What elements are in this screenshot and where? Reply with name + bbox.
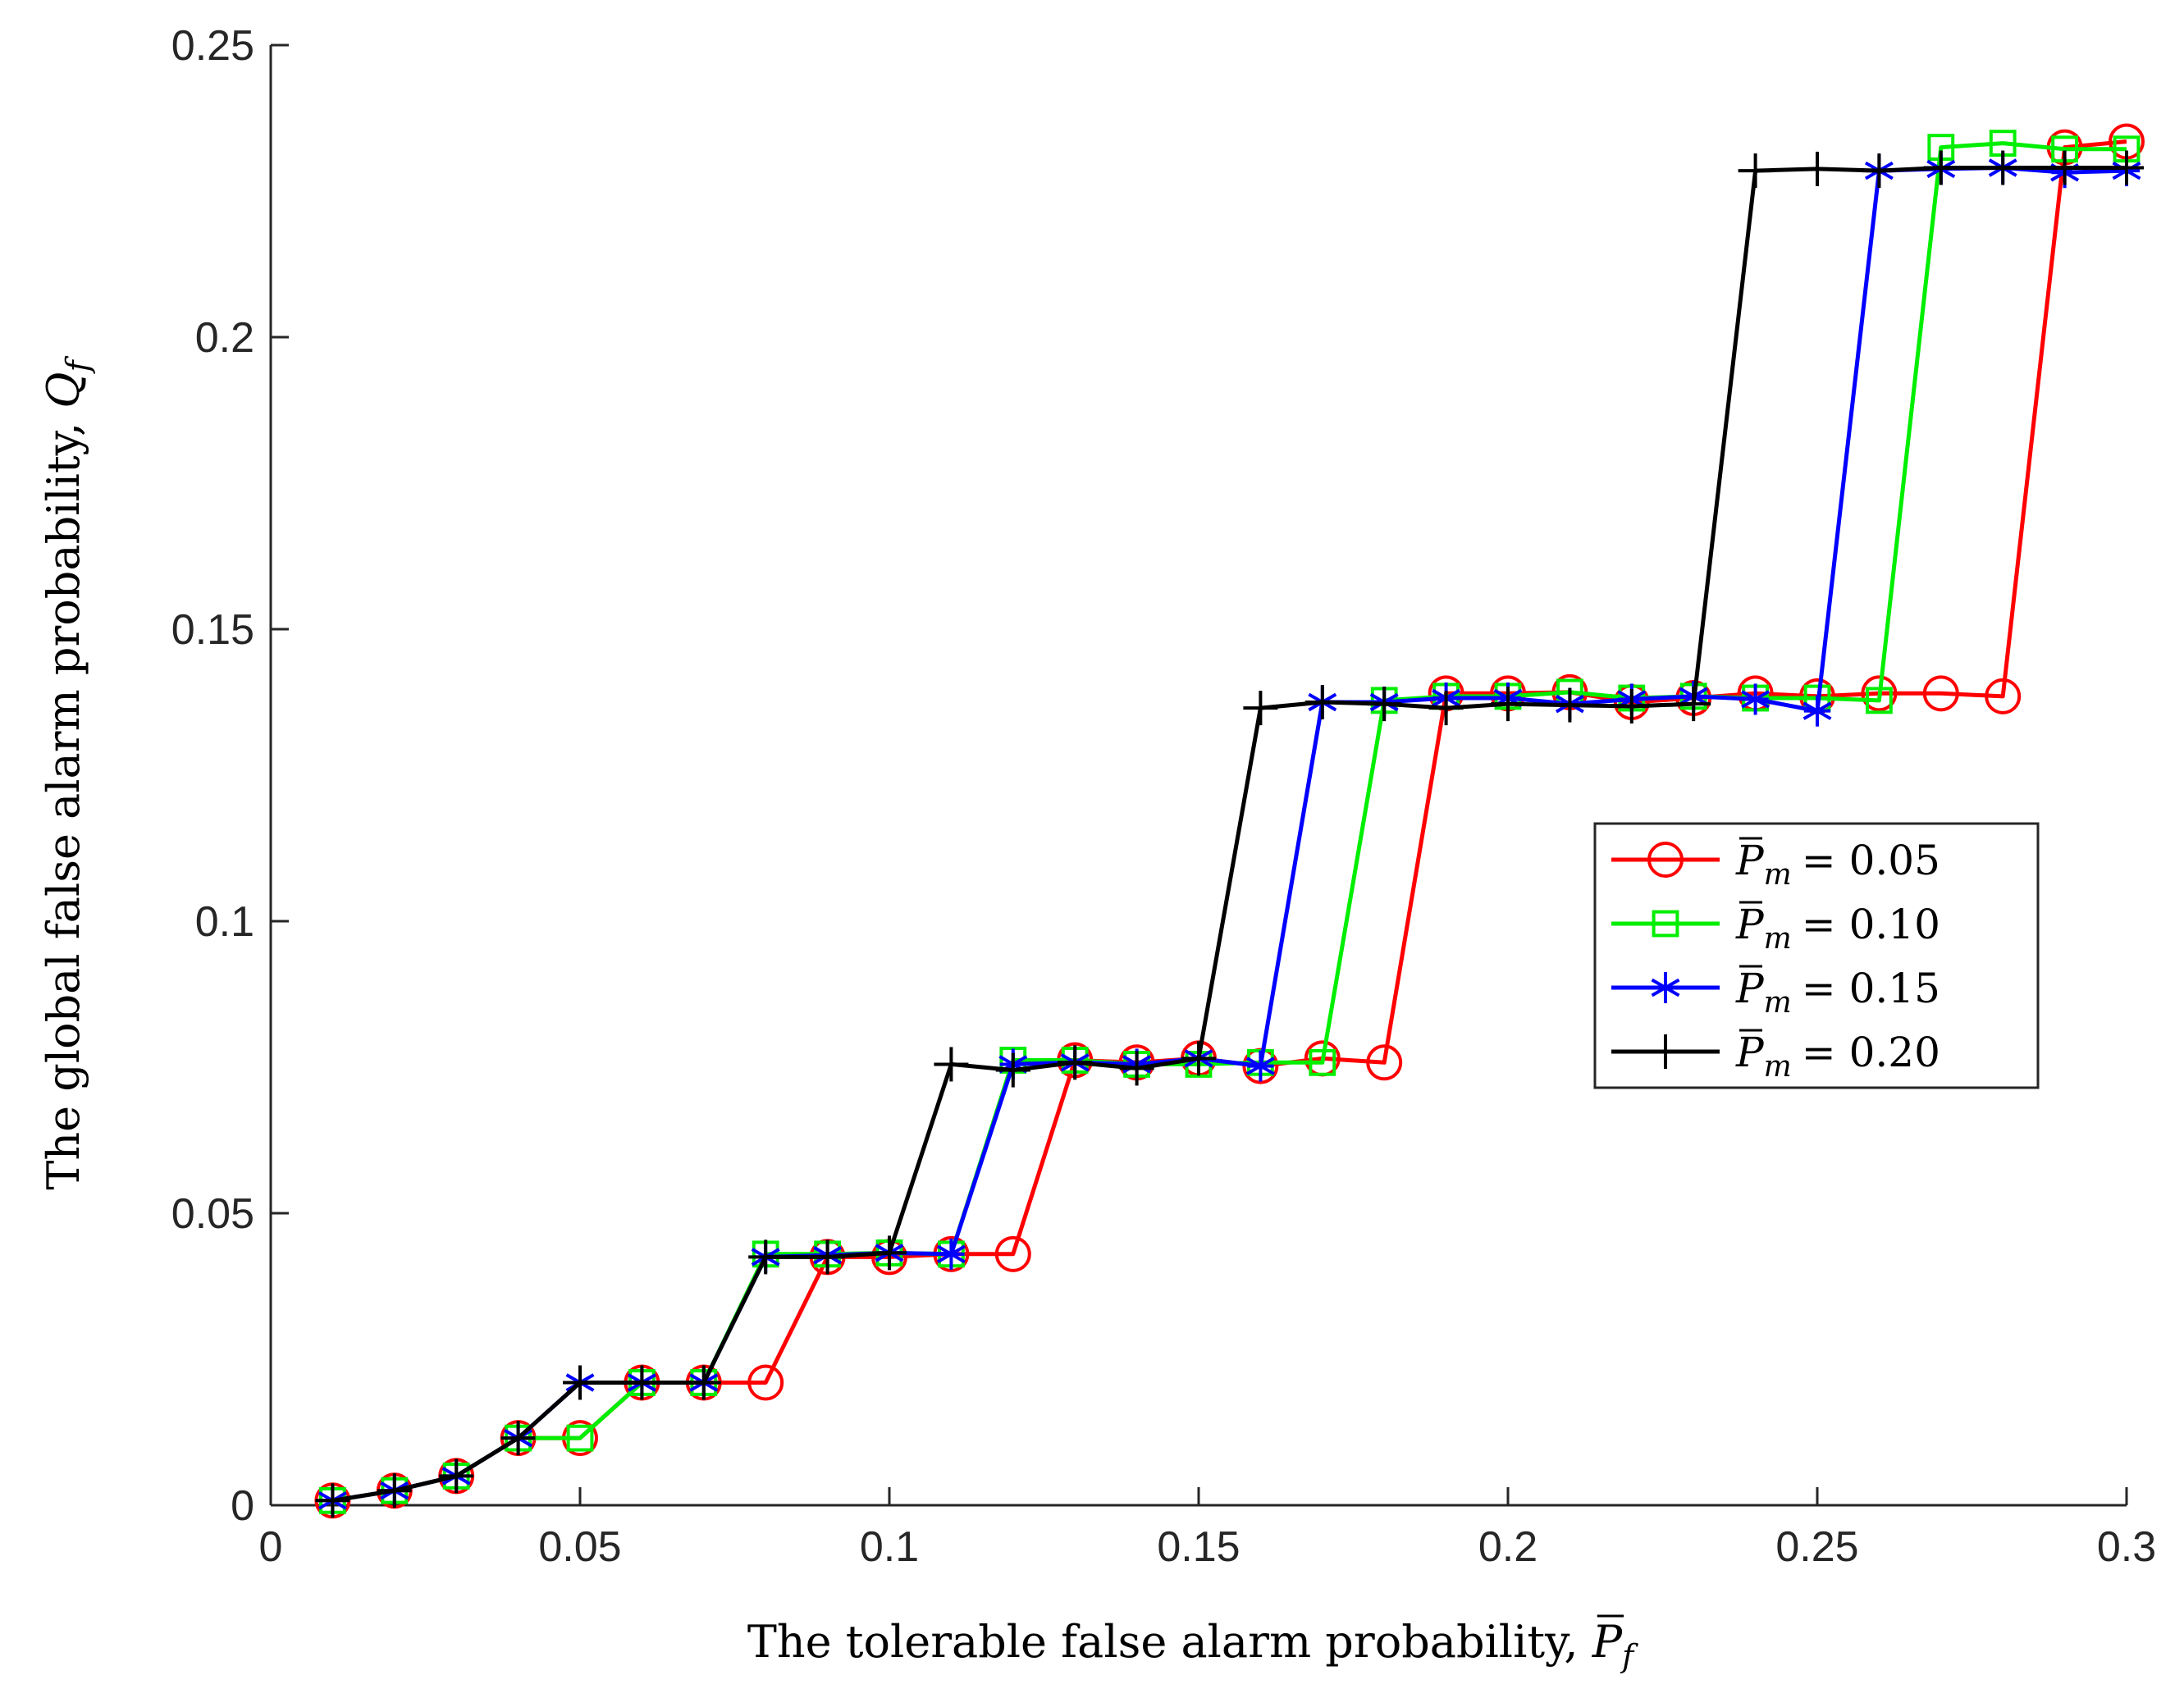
legend-label: Pm = 0.10 <box>1735 901 1940 956</box>
data-point-marker <box>1245 1050 1275 1082</box>
series-4 <box>315 150 2144 1518</box>
legend-entry-2: Pm = 0.10 <box>1611 901 1940 956</box>
legend-label-subscript: m <box>1764 858 1792 892</box>
legend-label-symbol: P <box>1735 837 1765 884</box>
legend-entry-3: Pm = 0.15 <box>1611 965 1940 1020</box>
data-point-marker <box>439 1458 474 1494</box>
legend-box <box>1593 822 2040 1089</box>
data-point-marker <box>872 1235 907 1271</box>
series-layer <box>314 123 2145 1519</box>
data-point-marker <box>1923 150 1958 185</box>
data-point-marker <box>747 1364 784 1401</box>
x-axis-label: The tolerable false alarm probability, P… <box>747 1616 1638 1674</box>
legend-label-value: = 0.15 <box>1802 965 1940 1012</box>
data-point-marker <box>1367 687 1402 722</box>
y-tick-label: 0.2 <box>195 314 254 362</box>
data-point-marker <box>810 1239 845 1275</box>
data-point-marker <box>2047 150 2082 185</box>
data-point-marker <box>1366 1044 1403 1081</box>
data-point-marker <box>1985 678 2022 714</box>
x-tick-label: 0.15 <box>1157 1523 1240 1571</box>
legend-entry-1: Pm = 0.05 <box>1611 837 1940 892</box>
data-point-marker <box>1985 150 2021 185</box>
legend-marker <box>1647 842 1684 878</box>
data-point-marker <box>500 1421 536 1456</box>
data-point-marker <box>2109 150 2144 185</box>
x-tick-label: 0.1 <box>860 1523 919 1571</box>
data-point-marker <box>1866 687 1893 714</box>
data-point-marker <box>563 1365 597 1400</box>
data-point-marker <box>1614 688 1649 723</box>
legend-label-subscript: m <box>1764 922 1792 956</box>
legend-marker <box>1648 1034 1683 1069</box>
legend-label: Pm = 0.20 <box>1735 1029 1940 1084</box>
y-tick-label: 0.1 <box>195 898 254 946</box>
data-point-marker <box>934 1047 969 1082</box>
data-point-marker <box>748 1239 784 1275</box>
y-tick-label: 0.15 <box>171 606 254 654</box>
data-point-marker <box>686 1365 721 1400</box>
legend-label-subscript: m <box>1764 986 1792 1020</box>
legend-label-subscript: m <box>1764 1050 1792 1084</box>
data-point-marker <box>624 1365 660 1400</box>
data-point-marker <box>1181 1041 1216 1076</box>
legend-label-value: = 0.10 <box>1802 901 1940 948</box>
legend-label-symbol: P <box>1735 901 1765 948</box>
axes: 0 0.05 0.1 0.15 0.2 0.25 0.3 0 0.05 0.1 0.15 0.2 0.2… <box>171 22 2156 1571</box>
y-tick-label: 0.25 <box>171 22 254 70</box>
legend-label-symbol: P <box>1735 965 1765 1012</box>
data-point-marker <box>315 1483 350 1518</box>
y-axis-label-symbol: Q <box>38 372 89 408</box>
y-tick-label: 0 <box>231 1482 254 1530</box>
data-point-marker <box>1309 1048 1336 1076</box>
data-point-marker <box>1922 675 1959 712</box>
data-point-marker <box>1552 687 1588 723</box>
legend-label: Pm = 0.05 <box>1735 837 1940 892</box>
axis-labels: The tolerable false alarm probability, P… <box>38 355 1638 1674</box>
plot-area <box>271 45 2127 1505</box>
legend-label-value: = 0.05 <box>1802 837 1940 884</box>
data-point-marker <box>1802 695 1832 727</box>
legend-label: Pm = 0.15 <box>1735 965 1940 1020</box>
data-point-marker <box>1428 691 1464 726</box>
x-tick-label: 0.05 <box>538 1523 621 1571</box>
data-point-marker <box>1862 153 1897 189</box>
x-tick-label: 0 <box>259 1523 283 1571</box>
data-point-marker <box>1119 1051 1154 1086</box>
data-point-marker <box>1738 153 1773 189</box>
data-point-marker <box>1800 151 1834 186</box>
y-axis-label-text: The global false alarm probability, <box>38 409 89 1190</box>
x-tick-label: 0.25 <box>1775 1523 1858 1571</box>
legend-entry-4: Pm = 0.20 <box>1611 1029 1940 1084</box>
x-tick-label: 0.2 <box>1478 1523 1537 1571</box>
x-axis-label-symbol: P <box>1592 1616 1624 1668</box>
data-point-marker <box>995 1052 1030 1088</box>
legend: Pm = 0.05 Pm = 0.10 Pm = 0.15 Pm = 0.20 <box>1593 822 2040 1089</box>
y-axis-label: The global false alarm probability, Qf <box>38 355 96 1189</box>
x-tick-label: 0.3 <box>2097 1523 2156 1571</box>
legend-label-symbol: P <box>1735 1029 1765 1076</box>
data-point-marker <box>936 1238 966 1270</box>
data-point-marker <box>1741 683 1771 715</box>
data-point-marker <box>1491 687 1525 722</box>
x-axis-label-text: The tolerable false alarm probability, <box>747 1616 1592 1668</box>
legend-label-value: = 0.20 <box>1802 1029 1940 1076</box>
data-point-marker <box>1058 1045 1093 1080</box>
data-point-marker <box>377 1473 412 1509</box>
data-point-marker <box>566 1424 594 1452</box>
data-point-marker <box>1861 675 1898 712</box>
data-point-marker <box>1243 691 1278 726</box>
legend-marker <box>1652 910 1679 938</box>
y-tick-label: 0.05 <box>171 1190 254 1238</box>
legend-marker <box>1651 972 1680 1003</box>
data-point-marker <box>1676 687 1711 722</box>
data-point-marker <box>994 1235 1031 1272</box>
data-point-marker <box>1304 685 1340 719</box>
